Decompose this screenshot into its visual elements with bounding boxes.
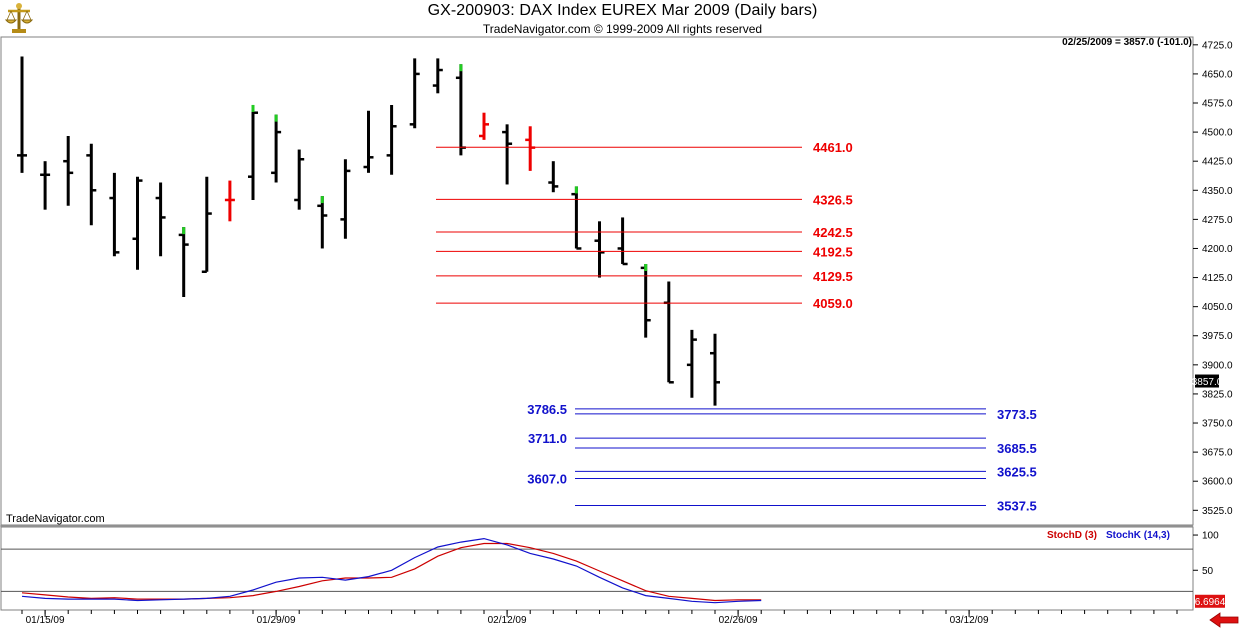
date-tick-label: 02/26/09	[719, 615, 758, 626]
left-arrow-icon[interactable]	[1208, 612, 1240, 633]
resistance-label: 4192.5	[813, 244, 853, 259]
resistance-label: 4326.5	[813, 192, 853, 207]
support-label: 3607.0	[527, 471, 567, 486]
legend-stochd: StochD (3)	[1047, 530, 1097, 541]
date-tick-label: 01/29/09	[257, 615, 296, 626]
price-tick-label: 4275.0	[1202, 215, 1233, 226]
date-tick-label: 01/15/09	[26, 615, 65, 626]
price-tick-label: 3675.0	[1202, 448, 1233, 459]
stoch-tick-label: 100	[1202, 531, 1219, 542]
watermark-label: TradeNavigator.com	[6, 513, 105, 525]
resistance-label: 4059.0	[813, 296, 853, 311]
support-label: 3711.0	[528, 431, 567, 446]
chart-subtitle: TradeNavigator.com © 1999-2009 All right…	[482, 22, 763, 36]
price-tick-label: 4200.0	[1202, 244, 1233, 255]
price-axis: 4725.0 4650.0 4575.0 4500.0 4425.0 4350.0 4275…	[1192, 40, 1233, 516]
stoch-tick-label: 50	[1202, 566, 1214, 577]
scales-logo-icon[interactable]	[4, 2, 34, 39]
price-tick-label: 3750.0	[1202, 419, 1233, 430]
price-tick-label: 4350.0	[1202, 186, 1233, 197]
chart-title: GX-200903: DAX Index EUREX Mar 2009 (Dai…	[427, 2, 818, 19]
last-price-tag	[1195, 374, 1219, 388]
price-levels: 4461.0 4326.5 4242.5 4192.5 4129.5 4059.0 3786…	[436, 140, 1037, 513]
stochastic-axis: 100 50 6.6964	[1193, 531, 1226, 608]
resistance-label: 4242.5	[813, 225, 853, 240]
price-tick-label: 3975.0	[1202, 331, 1233, 342]
support-label: 3773.5	[997, 407, 1037, 422]
resistance-label: 4461.0	[813, 140, 853, 155]
support-label: 3685.5	[997, 441, 1037, 456]
support-label: 3625.5	[997, 464, 1037, 479]
stochk-line	[21, 537, 762, 604]
support-label: 3786.5	[527, 402, 567, 417]
price-tick-label: 3825.0	[1202, 389, 1233, 400]
resistance-label: 4129.5	[813, 269, 853, 284]
price-tick-label: 4575.0	[1202, 99, 1233, 110]
legend-stochk: StochK (14,3)	[1106, 530, 1170, 541]
price-tick-label: 4500.0	[1202, 128, 1233, 139]
date-axis: 01/15/09 01/29/09 02/12/09 02/26/09 03/12/09	[21, 610, 1178, 626]
chart-header: GX-200903: DAX Index EUREX Mar 2009 (Dai…	[0, 0, 1245, 38]
price-tick-label: 3525.0	[1202, 506, 1233, 517]
stoch-last-label: 6.6964	[1195, 597, 1226, 608]
ohlc-bars	[17, 56, 720, 406]
price-tick-label: 3900.0	[1202, 360, 1233, 371]
last-price-label: 3857.0	[1192, 377, 1223, 388]
stochastic-panel	[1, 537, 1193, 604]
price-tick-label: 4125.0	[1202, 273, 1233, 284]
price-tick-label: 4425.0	[1202, 157, 1233, 168]
stoch-panel-frame	[0, 526, 1194, 611]
price-panel-frame	[0, 36, 1194, 526]
support-label: 3537.5	[997, 498, 1037, 513]
price-tick-label: 4725.0	[1202, 40, 1233, 51]
price-tick-label: 4650.0	[1202, 69, 1233, 80]
stochd-line	[21, 542, 762, 602]
price-tick-label: 3600.0	[1202, 477, 1233, 488]
price-readout: 02/25/2009 = 3857.0 (-101.0)	[1062, 37, 1192, 48]
stoch-last-tag	[1195, 594, 1225, 608]
date-tick-label: 03/12/09	[950, 615, 989, 626]
price-tick-label: 4050.0	[1202, 302, 1233, 313]
date-tick-label: 02/12/09	[488, 615, 527, 626]
